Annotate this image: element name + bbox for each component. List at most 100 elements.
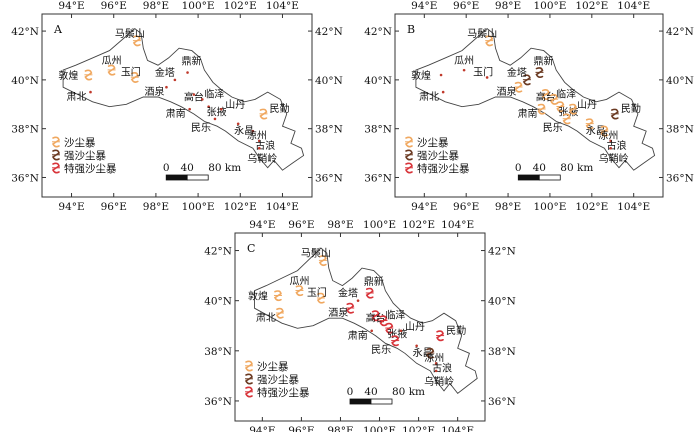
station-storm-symbol [84, 69, 93, 81]
panel-label: C [247, 242, 255, 255]
station-name: 乌鞘岭 [599, 152, 629, 165]
station-name: 酒泉 [328, 306, 348, 319]
station-dot [462, 68, 466, 72]
lon-tick-label-bottom: 98°E [495, 201, 521, 213]
station-dot [399, 329, 403, 333]
lon-tick-label-top: 94°E [249, 219, 275, 231]
station-古浪: 古浪 [432, 361, 452, 374]
station-玉门: 玉门 [121, 65, 141, 83]
station-凉州: 凉州 [424, 347, 444, 364]
map-panel-a: 94°E 94°E 96°E 96°E 98°E 98°E 100°E 100°E 102°E 1… [11, 0, 343, 213]
station-name: 乌鞘岭 [247, 152, 277, 165]
legend-label-severe_dust_storm: 特强沙尘暴 [64, 163, 117, 175]
station-storm-symbol [318, 255, 327, 267]
scale-bar-label: 80 km [208, 162, 241, 174]
station-民乐: 民乐 [543, 113, 571, 134]
lat-tick-label-left: 42°N [11, 26, 39, 38]
station-name: 肃南 [348, 329, 368, 342]
station-金塔: 金塔 [507, 66, 531, 86]
lat-tick-label-left: 40°N [11, 75, 39, 87]
station-乌鞘岭: 乌鞘岭 [424, 369, 454, 388]
legend-symbol-dust_storm [244, 360, 253, 372]
station-storm-symbol [295, 285, 304, 297]
station-高台: 高台 [184, 91, 204, 104]
station-name: 马鬃山 [467, 27, 497, 40]
legend-label-strong_dust_storm: 强沙尘暴 [257, 374, 299, 386]
lat-tick-label-right: 40°N [315, 75, 343, 87]
lat-tick-label-left: 36°N [11, 172, 39, 184]
lon-tick-label-bottom: 98°E [143, 201, 169, 213]
station-name: 山丹 [405, 321, 425, 333]
station-dot [434, 369, 438, 373]
station-肃北: 肃北 [419, 90, 445, 103]
station-玉门: 玉门 [307, 286, 327, 304]
lon-tick-label-bottom: 96°E [101, 201, 127, 213]
station-name: 瓜州 [454, 55, 474, 67]
station-dot [356, 299, 360, 302]
station-dot [192, 93, 196, 96]
scale-bar-label: 80 km [392, 386, 425, 398]
legend-symbol-strong_dust_storm [404, 149, 413, 161]
station-dot [257, 139, 261, 143]
lat-tick-label-left: 36°N [364, 172, 392, 184]
lat-tick-label-right: 38°N [488, 346, 516, 358]
scale-bar-label: 80 km [560, 162, 593, 174]
station-name: 马鬃山 [301, 247, 331, 260]
station-name: 临泽 [556, 87, 576, 100]
region-outline [62, 28, 305, 171]
scale-bar-white [538, 174, 561, 181]
station-鼎新: 鼎新 [182, 55, 202, 74]
station-name: 古浪 [607, 139, 627, 152]
lat-tick-label-left: 38°N [11, 124, 39, 136]
station-dot [236, 122, 240, 126]
station-storm-symbol [522, 74, 531, 86]
lon-tick-label-bottom: 98°E [327, 425, 353, 432]
station-dot [609, 139, 612, 143]
station-name: 民勤 [621, 102, 641, 115]
station-name: 肃北 [419, 91, 439, 103]
station-民勤: 民勤 [610, 102, 641, 120]
station-storm-symbol [391, 335, 400, 347]
lat-tick-label-left: 40°N [204, 296, 232, 308]
legend-symbol-strong_dust_storm [244, 373, 253, 385]
station-storm-symbol [562, 113, 571, 125]
station-storm-symbol [485, 35, 494, 47]
station-dot [89, 90, 92, 94]
map-panel-b: 94°E 94°E 96°E 96°E 98°E 98°E 100°E 100°E 102°E 1… [364, 0, 694, 213]
legend-symbol-severe_dust_storm [244, 386, 253, 398]
station-乌鞘岭: 乌鞘岭 [599, 146, 629, 165]
station-高台: 高台 [366, 310, 386, 325]
station-古浪: 古浪 [255, 139, 275, 152]
station-storm-symbol [259, 108, 268, 120]
station-storm-symbol [316, 292, 325, 304]
station-name: 临泽 [385, 309, 405, 322]
station-storm-symbol [535, 67, 544, 79]
lon-tick-label-bottom: 100°E [533, 201, 566, 213]
lon-tick-label-top: 104°E [266, 0, 299, 12]
station-name: 凉州 [598, 129, 618, 142]
station-马鬃山: 马鬃山 [115, 27, 145, 47]
station-临泽: 临泽 [379, 309, 405, 327]
scale-bar-label: 0 [347, 386, 354, 398]
lat-tick-label-right: 36°N [488, 396, 516, 408]
station-storm-symbol [537, 103, 546, 115]
station-瓜州: 瓜州 [102, 55, 122, 76]
station-临泽: 临泽 [201, 87, 224, 101]
station-肃北: 肃北 [67, 90, 92, 103]
station-name: 鼎新 [533, 55, 553, 68]
station-酒泉: 酒泉 [328, 302, 355, 319]
station-山丹: 山丹 [399, 321, 425, 333]
lat-tick-label-right: 42°N [666, 26, 694, 38]
station-name: 敦煌 [58, 69, 78, 82]
station-dot [173, 78, 177, 82]
station-马鬃山: 马鬃山 [301, 247, 331, 267]
station-dot [257, 146, 261, 150]
station-山丹: 山丹 [219, 99, 245, 111]
lon-tick-label-bottom: 100°E [182, 201, 215, 213]
lon-tick-label-top: 96°E [288, 219, 314, 231]
station-dot [213, 117, 217, 121]
station-name: 山丹 [225, 99, 245, 111]
legend-symbol-strong_dust_storm [51, 149, 60, 161]
station-storm-symbol [346, 302, 355, 314]
map-panel-c: 94°E 94°E 96°E 96°E 98°E 98°E 100°E 100°E 102°E 1… [204, 219, 516, 432]
